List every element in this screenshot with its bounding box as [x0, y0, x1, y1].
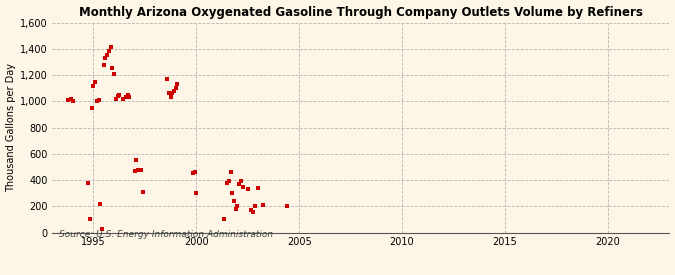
Point [282, 204, 293, 208]
Y-axis label: Thousand Gallons per Day: Thousand Gallons per Day [5, 63, 16, 192]
Point [62, 98, 73, 102]
Point [170, 86, 181, 90]
Point [191, 191, 202, 196]
Point [93, 98, 104, 102]
Point [136, 167, 146, 172]
Point [232, 204, 243, 208]
Point [246, 208, 256, 213]
Point [110, 97, 121, 101]
Point [218, 217, 229, 222]
Point [105, 45, 116, 50]
Point [222, 180, 233, 185]
Point [234, 182, 244, 186]
Text: Source: U.S. Energy Information Administration: Source: U.S. Energy Information Administ… [59, 230, 273, 239]
Point [92, 99, 103, 103]
Point [163, 91, 174, 96]
Point [242, 187, 253, 191]
Point [188, 171, 198, 176]
Point [129, 169, 140, 173]
Point [100, 56, 111, 60]
Point [131, 158, 142, 163]
Point [165, 95, 176, 100]
Point [249, 204, 260, 208]
Point [223, 179, 234, 184]
Point [86, 106, 97, 110]
Point [109, 72, 119, 76]
Point [122, 92, 133, 97]
Point [229, 199, 240, 203]
Point [189, 170, 200, 174]
Point [258, 203, 269, 207]
Point [65, 97, 76, 101]
Point [84, 217, 95, 222]
Point [97, 226, 107, 231]
Point [107, 66, 118, 71]
Point [236, 179, 246, 184]
Point [90, 79, 101, 84]
Point [83, 180, 94, 185]
Point [99, 62, 109, 67]
Title: Monthly Arizona Oxygenated Gasoline Through Company Outlets Volume by Refiners: Monthly Arizona Oxygenated Gasoline Thro… [79, 6, 643, 18]
Point [95, 202, 106, 206]
Point [237, 185, 248, 189]
Point [117, 97, 128, 101]
Point [124, 95, 135, 100]
Point [167, 91, 178, 96]
Point [225, 170, 236, 174]
Point [248, 209, 259, 214]
Point [172, 82, 183, 86]
Point [68, 99, 78, 103]
Point [230, 207, 241, 211]
Point [138, 190, 148, 194]
Point [252, 186, 263, 190]
Point [103, 49, 114, 54]
Point [112, 94, 123, 98]
Point [114, 92, 125, 97]
Point [227, 191, 238, 196]
Point [162, 77, 173, 81]
Point [102, 53, 113, 57]
Point [88, 83, 99, 88]
Point [169, 89, 180, 93]
Point [133, 167, 144, 172]
Point [121, 95, 132, 100]
